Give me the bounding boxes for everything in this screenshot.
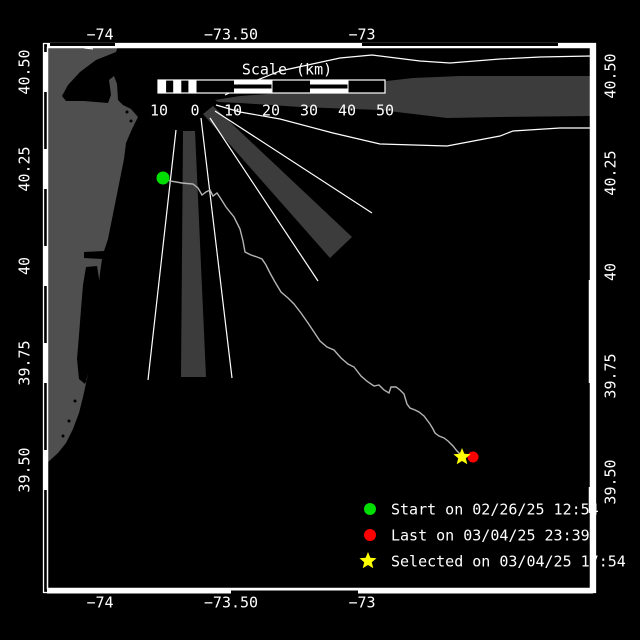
legend-item-selected: Selected on 03/04/25 17:54: [391, 552, 626, 571]
axis-label-right-lat-40: 40: [601, 262, 620, 282]
axis-label-right-lat-4050: 40.50: [601, 53, 620, 99]
map-frame: [42, 42, 597, 594]
scale-bar-title: Scale (km): [241, 60, 333, 79]
scale-label-50: 50: [375, 101, 395, 120]
legend-item-last: Last on 03/04/25 23:39: [391, 526, 590, 545]
axis-label-top-lon-74: −74: [86, 25, 114, 44]
scale-label-0: 0: [190, 101, 200, 120]
scale-bar: [157, 79, 386, 94]
selected-marker[interactable]: [453, 448, 471, 465]
radar-coverage-wedges: [181, 76, 591, 377]
legend-last-icon: [364, 529, 376, 541]
axis-label-bottom-lon-73: −73: [348, 593, 376, 612]
marsh-speckles: [61, 99, 133, 438]
axis-label-top-lon-7350: −73.50: [203, 25, 259, 44]
radar-bearing-rays: [147, 110, 373, 381]
bay-water: [77, 266, 100, 384]
scale-label-20: 20: [261, 101, 281, 120]
axis-label-right-lat-3950: 39.50: [601, 459, 620, 505]
axis-label-bottom-lon-7350: −73.50: [203, 593, 259, 612]
scale-label-30: 30: [299, 101, 319, 120]
axis-label-bottom-lon-74: −74: [86, 593, 114, 612]
scale-label-10L: 10: [149, 101, 169, 120]
coverage-boundary-lines: [215, 54, 591, 147]
axis-label-left-lat-40: 40: [15, 256, 34, 276]
axis-label-left-lat-4025: 40.25: [15, 146, 34, 192]
scale-label-10R: 10: [223, 101, 243, 120]
land-polygon: [48, 48, 138, 463]
axis-label-left-lat-3950: 39.50: [15, 447, 34, 493]
scale-label-40: 40: [337, 101, 357, 120]
drifter-track[interactable]: [162, 177, 462, 456]
last-marker[interactable]: [467, 451, 479, 463]
axis-label-right-lat-4025: 40.25: [601, 150, 620, 196]
legend-selected-star-icon: [359, 552, 377, 569]
axis-label-left-lat-3975: 39.75: [15, 340, 34, 386]
legend-start-icon: [364, 503, 376, 515]
axis-label-top-lon-73: −73: [348, 25, 376, 44]
legend-item-start: Start on 02/26/25 12:54: [391, 500, 599, 519]
axis-label-left-lat-4050: 40.50: [15, 49, 34, 95]
start-marker[interactable]: [156, 171, 170, 185]
axis-label-right-lat-3975: 39.75: [601, 353, 620, 399]
